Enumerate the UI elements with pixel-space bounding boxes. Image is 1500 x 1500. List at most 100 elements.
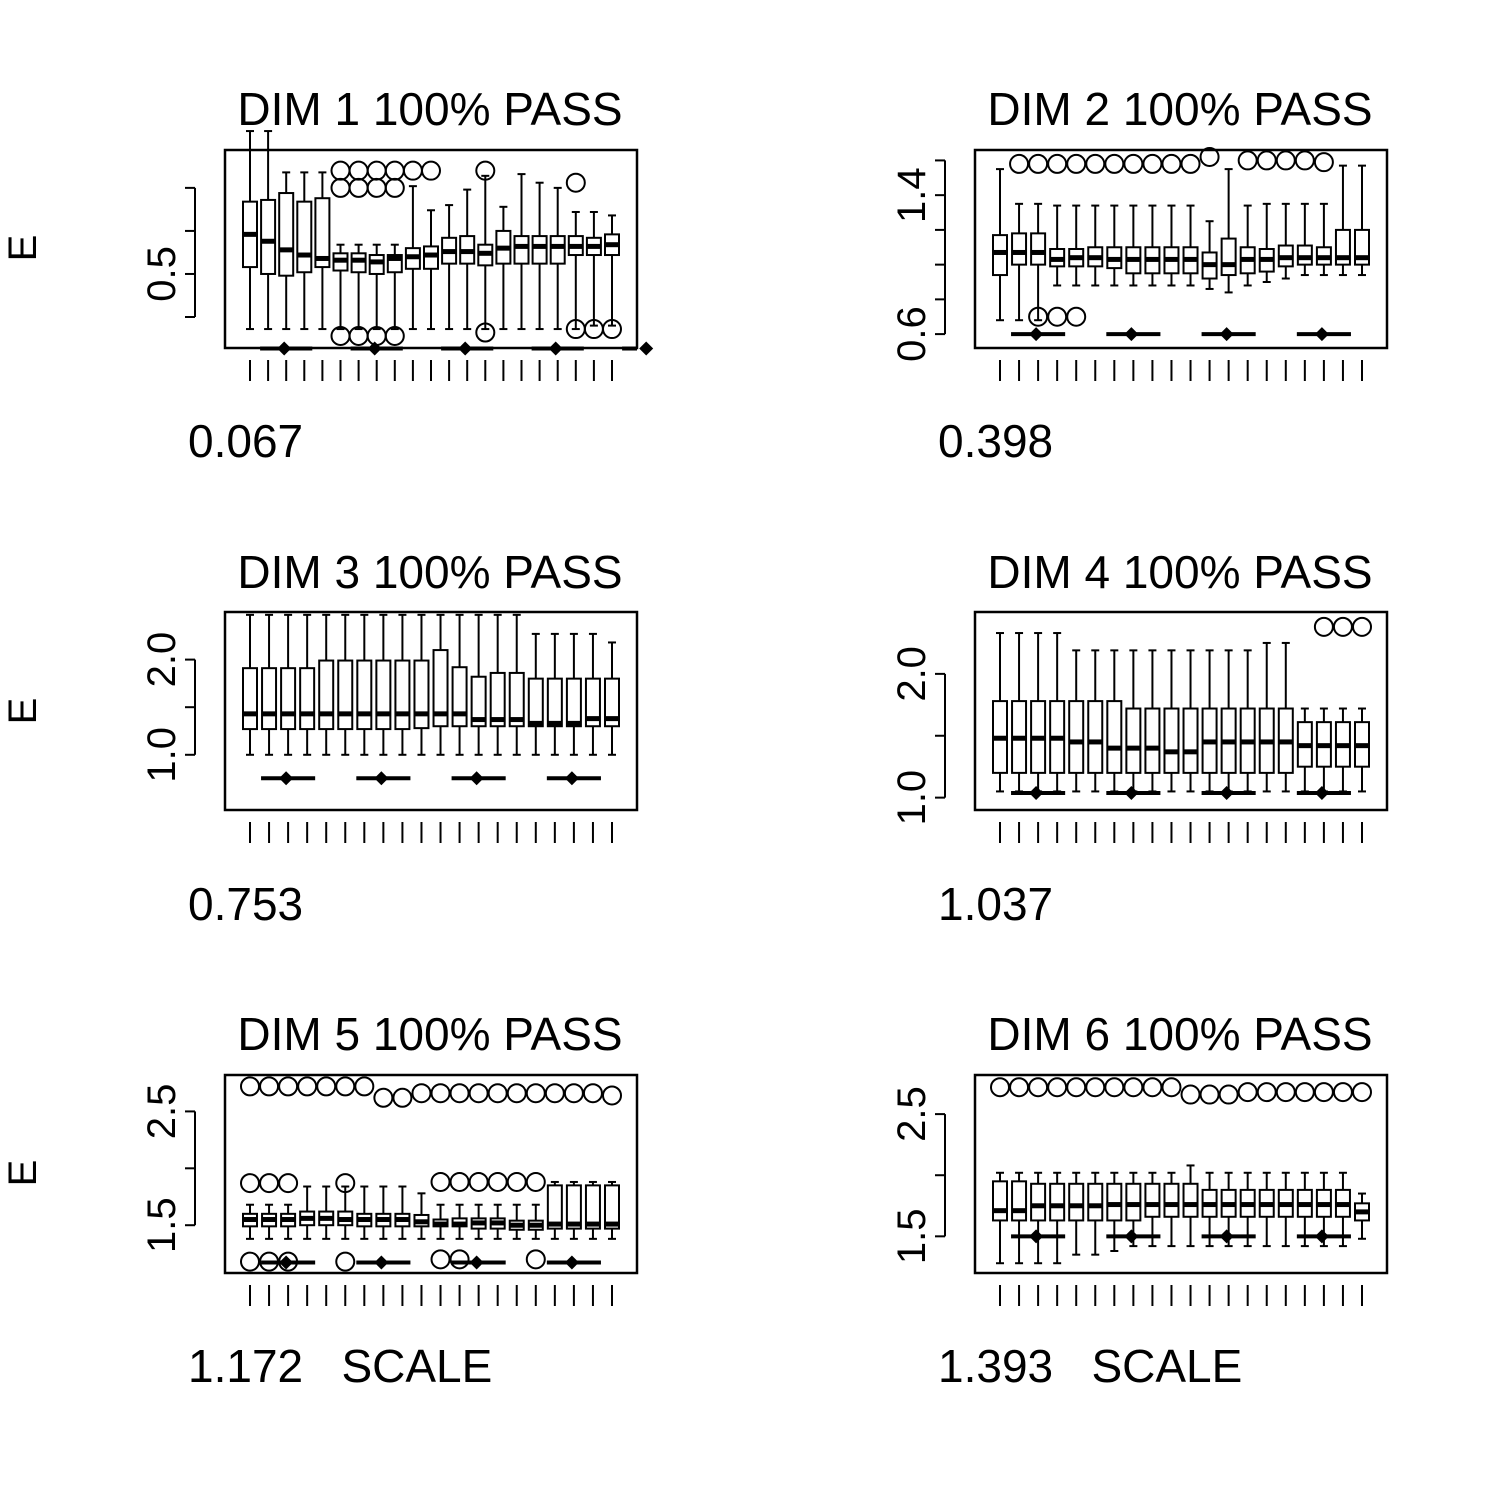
iqr-box (337, 659, 354, 731)
reference-marker (1314, 1229, 1329, 1244)
iqr-box (565, 1184, 582, 1230)
iqr-box (1220, 237, 1237, 277)
box-1 (990, 1077, 1010, 1265)
box-14 (489, 613, 506, 756)
outlier-point (421, 160, 441, 181)
y-tick-label: 1.5 (140, 1197, 184, 1253)
panel-dim-2: DIM 2 100% PASS 0.398 0.6 1.4 (890, 83, 1389, 467)
outlier-point (449, 1083, 470, 1104)
iqr-box (1030, 1182, 1047, 1222)
box-10 (1163, 649, 1180, 793)
outlier-point (1313, 616, 1334, 637)
box-2 (1011, 632, 1028, 793)
outlier-point (990, 1077, 1010, 1098)
box-8 (373, 1087, 394, 1240)
box-16 (527, 632, 544, 756)
outlier-point (1161, 153, 1182, 174)
box-18 (1313, 1082, 1334, 1248)
iqr-box (314, 197, 331, 269)
outlier-point (1066, 153, 1087, 174)
iqr-box (1011, 232, 1028, 266)
iqr-box (1144, 1182, 1161, 1218)
outlier-point (1199, 1084, 1220, 1105)
iqr-box (1087, 1182, 1104, 1222)
iqr-box (242, 667, 258, 731)
box-1 (242, 130, 258, 331)
box-6 (330, 160, 351, 346)
box-9 (384, 160, 405, 346)
box-13 (1218, 1084, 1239, 1248)
outlier-point (278, 1076, 299, 1097)
outlier-point (354, 1076, 375, 1097)
outlier-point (411, 1083, 432, 1104)
outlier-point (1313, 1082, 1334, 1103)
outlier-point (1275, 150, 1296, 171)
box-14 (1237, 150, 1258, 287)
box-14 (1237, 1082, 1258, 1248)
box-18 (565, 632, 582, 756)
outlier-point (1180, 153, 1201, 174)
box-6 (335, 1076, 356, 1272)
box-3 (280, 613, 297, 756)
outlier-point (335, 1076, 356, 1097)
outlier-point (1028, 306, 1049, 327)
outlier-point (1123, 153, 1144, 174)
box-11 (1182, 649, 1199, 793)
box-16 (1275, 1082, 1296, 1248)
iqr-box (1182, 1182, 1199, 1218)
outlier-point (563, 1083, 584, 1104)
box-4 (1047, 1077, 1068, 1265)
box-17 (546, 632, 563, 756)
outlier-point (240, 1173, 260, 1194)
box-15 (1256, 1082, 1277, 1248)
box-9 (1142, 1077, 1163, 1248)
outlier-point (1256, 150, 1277, 171)
box-15 (506, 1083, 527, 1240)
iqr-box (413, 659, 430, 730)
outlier-point (449, 1249, 470, 1270)
box-16 (525, 1083, 546, 1270)
iqr-box (584, 1184, 601, 1230)
outlier-point (1332, 616, 1353, 637)
reference-marker (469, 771, 484, 786)
outlier-point (330, 177, 351, 198)
reference-marker (1124, 1229, 1139, 1244)
plot-area: 1.0 2.0 (890, 610, 1389, 843)
box-8 (1125, 649, 1142, 793)
box-2 (261, 613, 278, 756)
outlier-point (384, 177, 405, 198)
box-6 (1087, 649, 1104, 793)
outlier-point (1047, 306, 1068, 327)
box-7 (348, 160, 369, 346)
box-3 (1028, 153, 1049, 327)
box-6 (1085, 1077, 1106, 1256)
outlier-point (1085, 1077, 1106, 1098)
outlier-point (1256, 1082, 1277, 1103)
y-tick-label: 1.0 (140, 727, 184, 783)
panel-title: DIM 1 100% PASS (237, 83, 622, 135)
reference-marker (1124, 786, 1139, 801)
box-19 (584, 632, 601, 756)
box-4 (299, 613, 316, 756)
box-2 (1009, 1077, 1030, 1265)
outlier-point (475, 322, 496, 343)
outlier-point (384, 325, 405, 346)
outlier-point (1047, 1077, 1068, 1098)
iqr-box (470, 675, 487, 728)
box-14 (475, 160, 496, 343)
box-15 (1256, 150, 1277, 283)
outlier-point (1218, 1084, 1239, 1105)
box-19 (1332, 616, 1353, 793)
iqr-box (513, 235, 530, 265)
box-8 (366, 160, 387, 346)
box-1 (242, 613, 258, 756)
box-15 (495, 205, 512, 331)
outlier-point (1066, 1077, 1087, 1098)
outlier-point (1104, 153, 1125, 174)
outlier-point (392, 1087, 413, 1108)
outlier-point (259, 1076, 280, 1097)
outlier-point (240, 1251, 260, 1272)
plot-frame (973, 148, 1389, 350)
box-20 (602, 1085, 622, 1240)
reference-marker (279, 1255, 294, 1270)
